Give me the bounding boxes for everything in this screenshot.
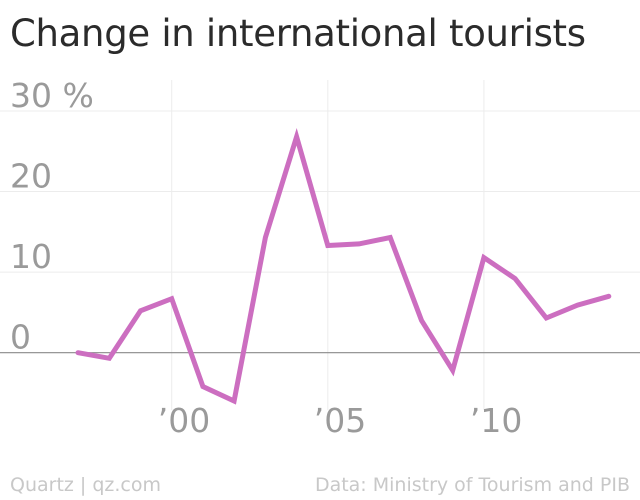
chart-title: Change in international tourists <box>10 12 586 55</box>
series-layer <box>75 128 612 405</box>
series-line <box>75 128 612 405</box>
footer-data-credit: Data: Ministry of Tourism and PIB <box>314 474 630 496</box>
x-tick-label: ’00 <box>158 401 210 440</box>
x-tick-labels: ’00 ’05 ’10 <box>158 401 523 440</box>
y-tick-label: 10 <box>10 237 52 276</box>
footer-source-brand: Quartz | qz.com <box>10 474 162 496</box>
y-tick-labels: 30 % 20 10 0 <box>10 76 94 357</box>
y-tick-label: 20 <box>10 157 52 196</box>
line-chart: 30 % 20 10 0 ’00 ’05 ’10 <box>0 76 640 440</box>
grid-layer <box>0 80 640 410</box>
x-tick-label: ’10 <box>470 401 522 440</box>
y-tick-label: 0 <box>10 318 31 357</box>
y-tick-label: 30 % <box>10 76 94 115</box>
x-tick-label: ’05 <box>314 401 366 440</box>
